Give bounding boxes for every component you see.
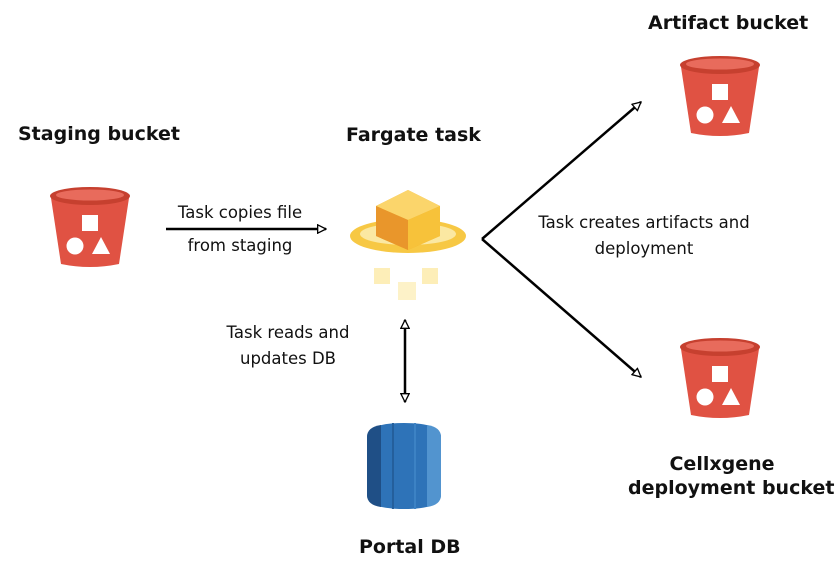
staging-bucket-title: Staging bucket (18, 123, 180, 145)
fargate-icon (350, 190, 466, 300)
edge-label-line: from staging (187, 236, 293, 255)
portal-db-title: Portal DB (359, 536, 461, 558)
edge-label-line: Task copies file (177, 203, 303, 222)
artifact-bucket-title: Artifact bucket (648, 12, 809, 34)
cellxgene-title-line1: Cellxgene (669, 453, 775, 475)
edge-label-line: deployment (594, 239, 694, 258)
edge-label-line: Task reads and (226, 323, 350, 342)
rds-database-icon (367, 423, 441, 509)
s3-bucket-icon (675, 53, 765, 137)
edge-label-line: updates DB (239, 349, 336, 368)
edge-label-copy-from-staging: Task copies file from staging (170, 200, 310, 259)
arrow-fargate-to-cellxgene (481, 238, 641, 377)
edge-label-reads-updates-db: Task reads and updates DB (218, 320, 358, 372)
edge-label-line: Task creates artifacts and (538, 213, 750, 232)
fargate-task-title: Fargate task (346, 124, 481, 146)
cellxgene-title-line2: deployment bucket (628, 477, 835, 499)
s3-bucket-icon (45, 184, 135, 268)
cellxgene-bucket-title: Cellxgene deployment bucket (628, 452, 835, 500)
s3-bucket-icon (675, 335, 765, 419)
arrow-fargate-to-artifact (481, 102, 641, 240)
edge-label-creates-artifacts: Task creates artifacts and deployment (526, 210, 762, 262)
